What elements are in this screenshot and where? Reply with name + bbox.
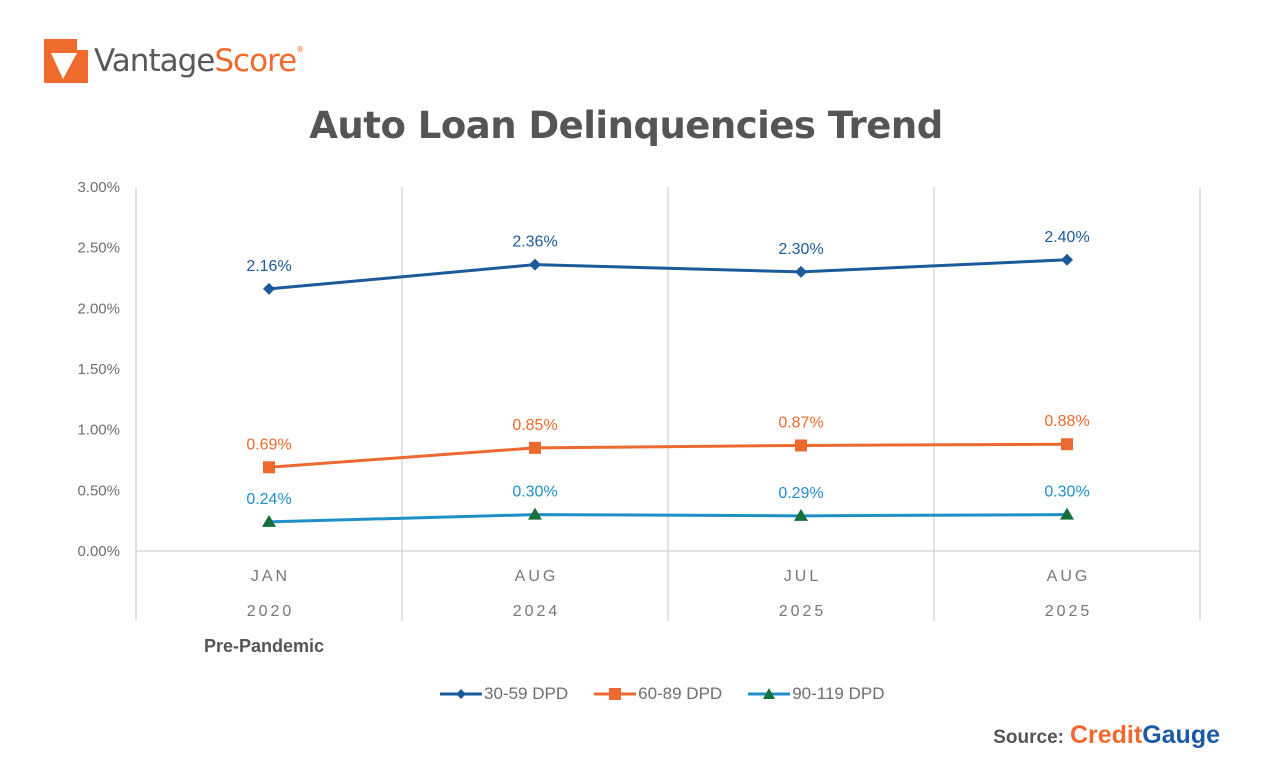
y-axis-tick-label: 3.00% [77,179,120,196]
data-label: 0.29% [778,485,823,502]
logo-wordmark: VantageScore® [94,42,304,79]
y-axis-tick-label: 0.50% [77,482,120,499]
y-axis-tick-label: 1.00% [77,422,120,439]
vantagescore-check-mark-icon [44,39,88,83]
legend-item: 90-119 DPD [748,684,885,704]
chart-legend: 30-59 DPD 60-89 DPD 90-119 DPD [440,684,885,704]
series-line-60-89-dpd [268,442,1068,469]
source-attribution: Source: Credit Gauge [993,721,1220,750]
data-label: 0.30% [1044,484,1089,501]
diamond-marker-icon [263,282,275,295]
y-axis-tick-label: 2.50% [77,240,120,257]
data-label: 0.87% [778,414,823,431]
triangle-marker-icon [794,508,808,521]
data-label: 2.36% [512,234,557,251]
legend-item: 30-59 DPD [440,684,568,704]
data-label: 0.85% [512,417,557,434]
legend-triangle-icon [748,688,791,699]
data-label: 2.40% [1044,229,1089,246]
pre-pandemic-annotation: Pre-Pandemic [204,636,325,656]
chart-title: Auto Loan Delinquencies Trend [309,104,943,147]
legend-diamond-icon [440,689,482,699]
diamond-marker-icon [795,265,807,278]
legend-item: 60-89 DPD [594,684,722,704]
data-label: 0.30% [512,484,557,501]
data-label: 0.88% [1044,413,1089,430]
diamond-marker-icon [529,258,541,271]
series-line-30-59-dpd [268,258,1068,291]
data-label: 2.30% [778,241,823,258]
y-axis-tick-label: 2.00% [77,300,120,317]
y-axis-tick-label: 1.50% [77,361,120,378]
triangle-marker-icon [528,507,542,520]
x-axis-year-label: 2025 [1045,603,1093,620]
logo-text-score: Score [214,42,297,79]
legend-label: 60-89 DPD [638,684,723,703]
square-marker-icon [795,439,807,452]
legend-square-icon [594,688,637,700]
square-marker-icon [529,441,541,454]
triangle-marker-icon [262,514,276,527]
vantagescore-logo: VantageScore® [44,38,304,84]
legend-label: 90-119 DPD [792,684,885,703]
diamond-marker-icon [1061,253,1073,266]
data-label: 2.16% [246,258,291,275]
creditgauge-logo-credit: Credit [1069,721,1143,749]
square-marker-icon [1061,438,1073,451]
data-label: 0.69% [246,436,291,453]
x-axis-month-label: AUG [515,568,559,585]
triangle-marker-icon [1060,507,1074,520]
x-axis-month-label: AUG [1047,568,1091,585]
x-axis-year-label: 2020 [247,603,295,620]
logo-text-vantage: Vantage [94,42,215,79]
creditgauge-logo-gauge: Gauge [1142,721,1220,749]
series-line-90-119-dpd [268,513,1068,524]
source-label: Source: [993,727,1064,748]
legend-label: 30-59 DPD [484,684,569,703]
data-label: 0.24% [246,491,291,508]
square-marker-icon [263,461,275,474]
x-axis-year-label: 2025 [779,603,827,620]
x-axis-month-label: JAN [251,568,290,585]
y-axis-tick-label: 0.00% [77,543,120,560]
x-axis-year-label: 2024 [513,603,561,620]
registered-mark: ® [296,44,304,54]
x-axis-month-label: JUL [784,568,821,585]
